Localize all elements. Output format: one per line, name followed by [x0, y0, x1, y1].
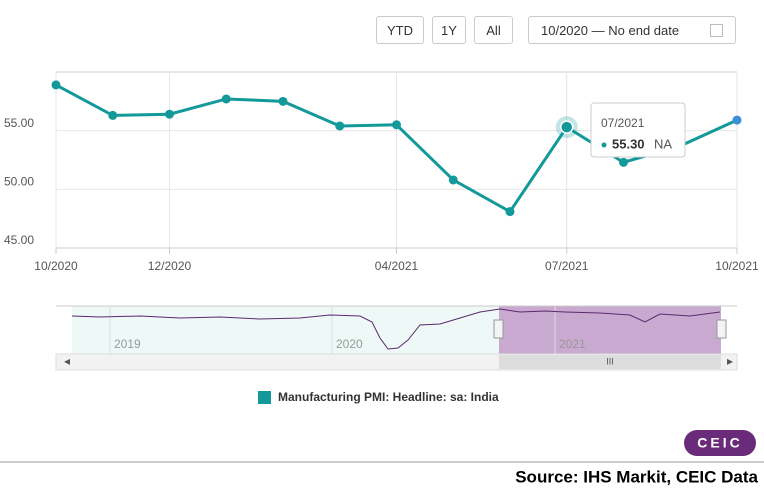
navigator-bg	[72, 306, 499, 354]
legend-swatch	[258, 391, 271, 404]
point	[675, 141, 685, 151]
legend-label: Manufacturing PMI: Headline: sa: India	[278, 390, 499, 404]
logo: CEIC	[697, 435, 742, 451]
button[interactable]: All	[474, 16, 513, 44]
navigator-handle[interactable]	[716, 319, 727, 339]
y-tick-label: 55.00	[4, 116, 34, 130]
separator: —	[591, 23, 609, 38]
series-line	[55, 83, 738, 214]
tooltip: 07/2021 55.30 NA	[590, 102, 686, 158]
navigator-line	[71, 308, 721, 350]
x-tick-label: 10/2021	[715, 259, 759, 273]
point	[278, 96, 288, 106]
scroll-arrow[interactable]: ◂	[64, 354, 70, 368]
point	[221, 94, 231, 104]
tooltip-box	[590, 102, 686, 158]
point	[108, 110, 118, 120]
x-tick-label: 12/2020	[148, 259, 192, 273]
y-tick-label: 50.00	[4, 175, 34, 189]
button[interactable]: 1Y	[432, 16, 466, 44]
tooltip-date: 07/2021	[601, 116, 645, 130]
navigator-label: 2021	[559, 337, 586, 351]
point	[335, 121, 345, 131]
navigator-label: 2019	[114, 337, 141, 351]
date-range[interactable]: 10/2020 — No end date	[528, 16, 736, 44]
scroll-arrow[interactable]: ▸	[727, 354, 733, 368]
source: Source: IHS Markit, CEIC Data	[515, 467, 758, 486]
point	[619, 157, 628, 167]
point	[732, 115, 742, 125]
button[interactable]: YTD	[376, 16, 424, 44]
hover-halo	[555, 116, 578, 139]
navigator-window	[499, 306, 721, 354]
scrollbar-thumb[interactable]	[499, 355, 721, 369]
x-tick-label: 10/2020	[34, 259, 78, 273]
x-tick-label: 07/2021	[545, 259, 589, 273]
y-tick-label: 45.00	[4, 233, 34, 247]
navigator-label: 2020	[336, 337, 363, 351]
logo-bg	[684, 430, 756, 456]
scroll-grip: III	[606, 356, 614, 366]
x-tick-label: 04/2021	[375, 259, 419, 273]
point	[51, 80, 61, 90]
point	[165, 109, 174, 119]
range-end: No end date	[608, 23, 680, 38]
scrollbar[interactable]	[55, 353, 738, 371]
calendar-icon	[710, 24, 723, 37]
point	[505, 207, 515, 217]
tooltip-dot	[601, 142, 607, 148]
point	[560, 120, 574, 134]
range-start: 10/2020	[541, 23, 588, 38]
tooltip-value: 55.30	[612, 136, 645, 151]
point	[448, 175, 458, 185]
tooltip-unit: NA	[654, 136, 672, 151]
navigator-handle[interactable]	[493, 319, 504, 339]
point	[392, 120, 401, 130]
